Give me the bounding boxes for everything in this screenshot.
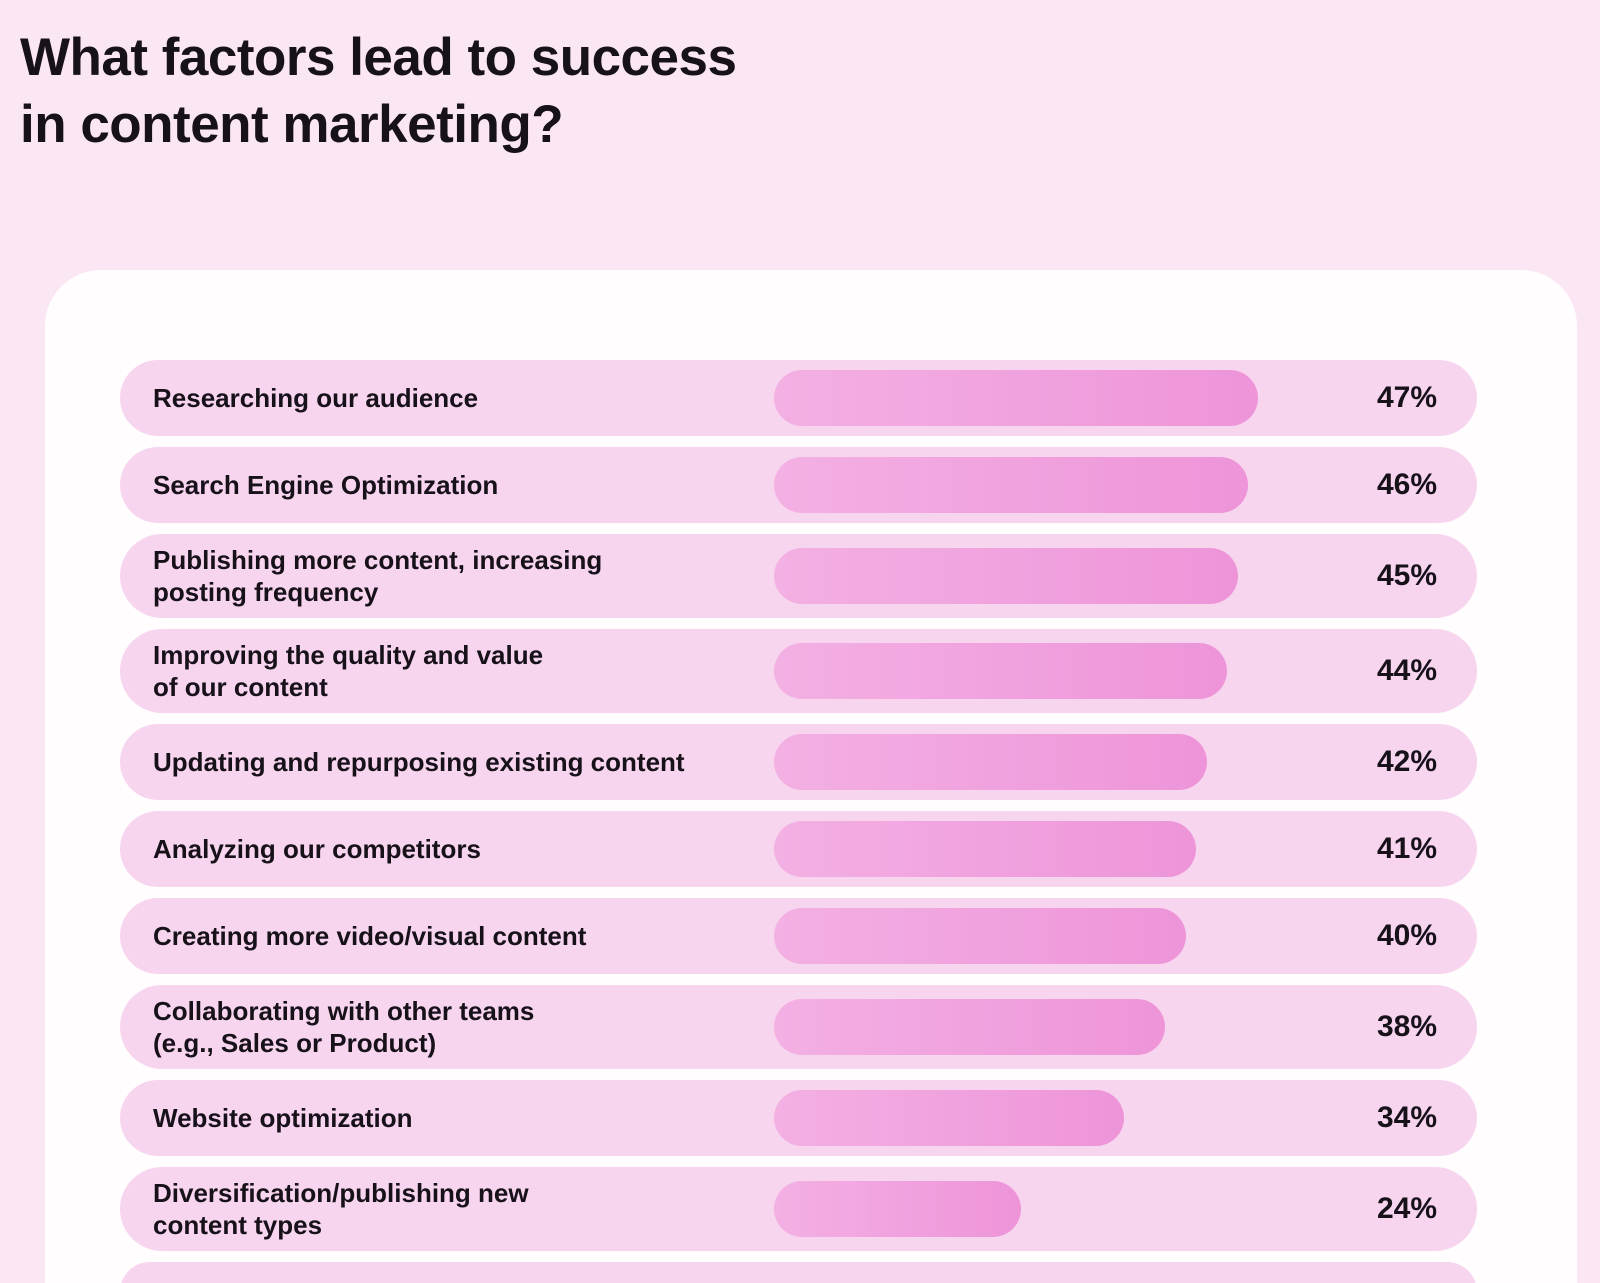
value-label: 42% <box>1376 745 1438 778</box>
value-label: 44% <box>1376 654 1438 687</box>
bar-track <box>774 544 1337 608</box>
category-label: Diversification/publishing new content t… <box>153 1178 529 1240</box>
bar-track <box>774 639 1337 703</box>
bar-chart: Researching our audience 47% Search Engi… <box>120 360 1477 1251</box>
value-label: 34% <box>1376 1101 1438 1134</box>
bar <box>774 1090 1124 1146</box>
bar-track <box>774 734 1337 790</box>
category-label: Collaborating with other teams (e.g., Sa… <box>153 996 535 1058</box>
value-label: 47% <box>1376 381 1438 414</box>
bar-track <box>774 1090 1337 1146</box>
chart-row: Researching our audience 47% <box>120 360 1477 436</box>
chart-row: Website optimization 34% <box>120 1080 1477 1156</box>
bar <box>774 643 1227 699</box>
bar <box>774 734 1207 790</box>
chart-row: Creating more video/visual content 40% <box>120 898 1477 974</box>
next-row-partial <box>120 1262 1477 1283</box>
value-label: 41% <box>1376 832 1438 865</box>
category-label: Publishing more content, increasing post… <box>153 545 603 607</box>
category-label: Website optimization <box>153 1103 413 1133</box>
chart-row: Diversification/publishing new content t… <box>120 1167 1477 1251</box>
page-title: What factors lead to success in content … <box>20 28 737 154</box>
bar <box>774 1181 1021 1237</box>
category-label: Creating more video/visual content <box>153 921 587 951</box>
category-label: Researching our audience <box>153 383 479 413</box>
category-label: Updating and repurposing existing conten… <box>153 747 685 777</box>
bar <box>774 908 1186 964</box>
bar <box>774 999 1165 1055</box>
value-label: 45% <box>1376 559 1438 592</box>
chart-row: Analyzing our competitors 41% <box>120 811 1477 887</box>
chart-row: Publishing more content, increasing post… <box>120 534 1477 618</box>
bar-track <box>774 457 1337 513</box>
bar-track <box>774 1177 1337 1241</box>
chart-row: Updating and repurposing existing conten… <box>120 724 1477 800</box>
chart-row: Search Engine Optimization 46% <box>120 447 1477 523</box>
bar-track <box>774 370 1337 426</box>
category-label: Improving the quality and value of our c… <box>153 640 544 702</box>
chart-row: Collaborating with other teams (e.g., Sa… <box>120 985 1477 1069</box>
bar <box>774 821 1196 877</box>
value-label: 24% <box>1376 1192 1438 1225</box>
bar-track <box>774 908 1337 964</box>
category-label: Analyzing our competitors <box>153 834 481 864</box>
value-label: 40% <box>1376 919 1438 952</box>
value-label: 38% <box>1376 1010 1438 1043</box>
bar-track <box>774 821 1337 877</box>
bar <box>774 548 1238 604</box>
chart-row: Improving the quality and value of our c… <box>120 629 1477 713</box>
chart-card: Researching our audience 47% Search Engi… <box>45 270 1577 1283</box>
bar <box>774 457 1248 513</box>
bar-track <box>774 995 1337 1059</box>
category-label: Search Engine Optimization <box>153 470 499 500</box>
value-label: 46% <box>1376 468 1438 501</box>
bar <box>774 370 1258 426</box>
